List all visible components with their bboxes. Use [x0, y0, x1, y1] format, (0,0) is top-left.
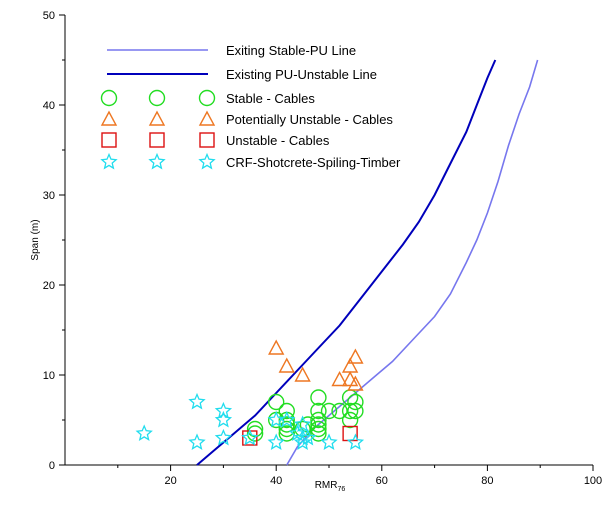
- data-markers: [135, 339, 365, 450]
- y-tick-label: 0: [49, 460, 55, 472]
- point-triangle: [341, 357, 359, 373]
- legend-marker-star: [198, 152, 216, 170]
- legend-marker-square: [149, 132, 165, 148]
- legend-label: Existing PU-Unstable Line: [226, 67, 377, 82]
- point-star: [214, 410, 233, 428]
- legend-label: Exiting Stable-PU Line: [226, 43, 356, 58]
- legend-marker-square: [199, 132, 215, 148]
- y-tick-label: 10: [43, 370, 55, 382]
- point-triangle: [294, 366, 311, 382]
- y-axis-label: Span (m): [30, 219, 41, 260]
- legend-marker-triangle: [198, 110, 216, 126]
- x-axis-label: RMR76: [315, 480, 346, 493]
- point-square: [342, 425, 358, 442]
- y-tick-label: 40: [43, 100, 55, 112]
- point-triangle: [347, 375, 364, 391]
- point-circle: [310, 389, 327, 406]
- point-circle: [310, 402, 327, 420]
- point-circle: [278, 402, 295, 420]
- x-tick-label: 20: [164, 475, 176, 487]
- point-star: [188, 433, 206, 450]
- legend-marker-square: [101, 132, 117, 148]
- legend-label: CRF-Shotcrete-Spiling-Timber: [226, 155, 401, 170]
- chart-axes: 0 10 20 30 40 50 20 40 60 80 100: [43, 10, 602, 487]
- point-star: [293, 428, 312, 446]
- legend: Exiting Stable-PU Line Existing PU-Unstab…: [100, 43, 401, 170]
- point-circle: [331, 402, 348, 420]
- point-circle: [310, 420, 327, 438]
- point-circle: [310, 411, 327, 429]
- point-circle: [278, 425, 295, 442]
- y-tick-label: 20: [43, 280, 55, 292]
- x-tick-label: 60: [376, 475, 388, 487]
- legend-marker-circle: [198, 89, 216, 107]
- point-circle: [268, 393, 285, 411]
- point-circle: [310, 425, 327, 442]
- legend-label: Potentially Unstable - Cables: [226, 112, 393, 127]
- x-tick-label: 80: [481, 475, 493, 487]
- line-series-2: [196, 59, 497, 466]
- legend-marker-circle: [148, 89, 166, 107]
- x-tick-label: 100: [584, 475, 602, 487]
- point-star: [214, 428, 233, 446]
- legend-marker-triangle: [100, 110, 118, 126]
- y-tick-label: 30: [43, 190, 55, 202]
- point-star: [293, 433, 312, 450]
- point-circle: [278, 416, 295, 433]
- point-star: [320, 433, 338, 450]
- point-star: [278, 410, 296, 428]
- point-circle: [320, 402, 338, 420]
- x-tick-label: 40: [270, 475, 282, 487]
- point-circle: [341, 402, 359, 420]
- point-star: [241, 428, 259, 446]
- legend-marker-star: [100, 152, 118, 170]
- point-circle: [341, 411, 359, 429]
- point-star: [214, 401, 233, 419]
- point-star: [346, 433, 365, 450]
- point-circle: [246, 425, 264, 442]
- legend-label: Unstable - Cables: [226, 133, 330, 148]
- point-star: [267, 433, 285, 450]
- legend-marker-star: [148, 152, 166, 170]
- point-circle: [347, 393, 364, 411]
- legend-marker-triangle: [148, 110, 166, 126]
- legend-marker-circle: [100, 89, 118, 107]
- point-triangle: [331, 371, 348, 387]
- point-star: [299, 428, 317, 446]
- legend-label: Stable - Cables: [226, 91, 315, 106]
- point-triangle: [278, 357, 295, 373]
- point-star: [293, 415, 312, 432]
- y-tick-label: 50: [43, 10, 55, 22]
- point-circle: [310, 416, 327, 433]
- point-star: [188, 392, 206, 410]
- point-circle: [347, 402, 364, 420]
- point-triangle: [347, 348, 364, 364]
- point-triangle: [268, 339, 285, 355]
- point-circle: [278, 420, 295, 438]
- point-star: [135, 424, 153, 441]
